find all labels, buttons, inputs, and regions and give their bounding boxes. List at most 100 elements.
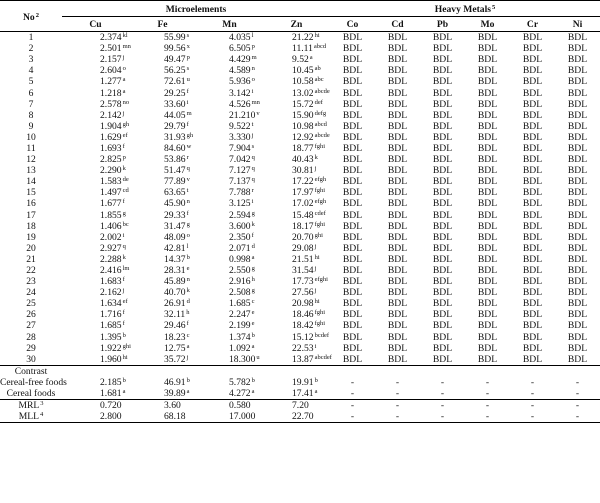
cell-cu: 2.604o	[62, 65, 129, 76]
cell-bdl: BDL	[522, 265, 543, 277]
cell-zn-value: 21.22	[292, 32, 314, 44]
cell-dash: -	[395, 376, 400, 388]
cell-zn: 15.72def	[263, 99, 330, 110]
cell-zn-letters: ghi	[314, 231, 323, 239]
cell-mn-value: 3.600	[229, 220, 251, 232]
cell-cu: 2.374kl	[62, 32, 129, 44]
cell-zn: 22.70	[263, 411, 330, 424]
cell-mn-letters: a	[251, 388, 255, 396]
cell-mn-value: 7.904	[229, 142, 251, 154]
cell-fe-value: 56.25	[164, 65, 186, 77]
cell-bdl: BDL	[432, 98, 453, 110]
cell-bdl: BDL	[342, 65, 363, 77]
cell-bdl: BDL	[387, 198, 408, 210]
cell-zn-letters: fghi	[314, 220, 326, 228]
cell-mn: 9.522t	[196, 121, 263, 132]
cell-cu-value: 1.395	[100, 331, 122, 343]
cell-zn-value: 18.42	[292, 320, 314, 332]
cell-zn-letters: j	[314, 165, 317, 173]
empty-cell	[62, 364, 129, 377]
col-header-zn: Zn	[263, 16, 330, 32]
cell-mn-letters: r	[251, 187, 254, 195]
cell-zn-letters: abc	[314, 76, 324, 84]
cell-bdl: BDL	[387, 331, 408, 343]
cell-bdl: BDL	[387, 320, 408, 332]
cell-fe-letters: x	[186, 43, 190, 51]
cell-bdl: BDL	[342, 198, 363, 210]
cell-fe-letters: f	[186, 120, 189, 128]
cell-bdl: BDL	[567, 154, 588, 166]
cell-fe: 45.90n	[129, 198, 196, 209]
cell-cu-value: 1.634	[100, 298, 122, 310]
cell-bdl: BDL	[432, 220, 453, 232]
sample-number: 2	[28, 43, 34, 55]
cell-cu: 1.685f	[62, 320, 129, 331]
cell-fe-letters: j	[186, 353, 189, 361]
cell-mn: 1.685c	[196, 298, 263, 309]
cell-fe: 12.75a	[129, 343, 196, 354]
cell-bdl: BDL	[477, 98, 498, 110]
cell-fe-letters: h	[186, 309, 190, 317]
sample-number: 9	[28, 120, 34, 132]
cell-bdl: BDL	[567, 120, 588, 132]
cell-bdl: BDL	[477, 43, 498, 55]
cell-bdl: BDL	[477, 231, 498, 243]
cell-fe-letters: d	[186, 298, 190, 306]
cell-cu-value: 1.406	[100, 220, 122, 232]
cell-cu-value: 2.288	[100, 253, 122, 265]
cell-fe-value: 40.70	[164, 287, 186, 299]
cell-zn: 21.51hi	[263, 254, 330, 265]
table-row: MRL3 0.720 3.60 0.580 7.20- - - - - -	[0, 399, 600, 412]
cell-fe-value: 72.61	[164, 76, 186, 88]
cell-bdl: BDL	[342, 220, 363, 232]
cell-dash: -	[485, 376, 490, 388]
cell-bdl: BDL	[522, 298, 543, 310]
cell-cu-letters: cd	[122, 187, 129, 195]
cell-bdl: BDL	[387, 242, 408, 254]
cell-bdl: BDL	[432, 65, 453, 77]
cell-cu-letters: a	[122, 388, 126, 396]
cell-bdl: BDL	[432, 331, 453, 343]
cell-cu: 0.720	[62, 399, 129, 412]
header-row-groups: No2 Microelements Heavy Metals5	[0, 0, 600, 32]
cell-zn-value: 19.91	[292, 376, 314, 388]
cell-bdl: BDL	[342, 265, 363, 277]
empty-cell	[129, 364, 196, 377]
cell-dash: -	[555, 411, 600, 424]
cell-dash: -	[510, 399, 555, 412]
cell-bdl: BDL	[567, 253, 588, 265]
cell-cu-letters: f	[122, 276, 125, 284]
cell-fe-value: 46.91	[164, 376, 186, 388]
cell-bdl: BDL	[567, 331, 588, 343]
table-row: 12 2.825p 53.86r 7.042q 40.43k BDL BDL BDL BDL BD…	[0, 154, 600, 165]
cell-bdl: BDL	[342, 287, 363, 299]
table-row: 29 1.922ghi 12.75a 1.092a 22.53i BDL BDL BDL BDL…	[0, 343, 600, 354]
cell-bdl: BDL	[522, 320, 543, 332]
cell-fe-value: 14.37	[164, 253, 186, 265]
cell-zn-value: 15.72	[292, 98, 314, 110]
cell-cu-letters: b	[122, 376, 126, 384]
cell-cu-value: 1.677	[100, 198, 122, 210]
cell-mn-value: 2.916	[229, 276, 251, 288]
cell-cu: 2.290k	[62, 165, 129, 176]
cell-zn-value: 20.98	[292, 298, 314, 310]
cell-dash: -	[575, 376, 580, 388]
col-header-no: No2	[0, 0, 62, 32]
cell-bdl: BDL	[432, 54, 453, 66]
cell-fe-letters: a	[186, 388, 190, 396]
cell-cu-value: 2.604	[100, 65, 122, 77]
cell-fe-value: 31.47	[164, 220, 186, 232]
cell-fe-letters: n	[186, 276, 190, 284]
cell-fe-letters: gh	[186, 131, 194, 139]
cell-cu-letters: a	[122, 76, 126, 84]
cell-zn-letters: abcde	[314, 131, 330, 139]
limit-label-footnote: 3	[40, 400, 44, 408]
cell-bdl: BDL	[567, 54, 588, 66]
cell-bdl: BDL	[342, 331, 363, 343]
cell-cu-letters: no	[122, 98, 130, 106]
cell-mn-letters: f	[251, 231, 254, 239]
header-row-columns: Cu Fe Mn Zn Co Cd Pb Mo Cr Ni	[0, 16, 600, 32]
cell-fe-letters: f	[186, 209, 189, 217]
cell-bdl: BDL	[387, 187, 408, 199]
cell-bdl: BDL	[342, 309, 363, 321]
